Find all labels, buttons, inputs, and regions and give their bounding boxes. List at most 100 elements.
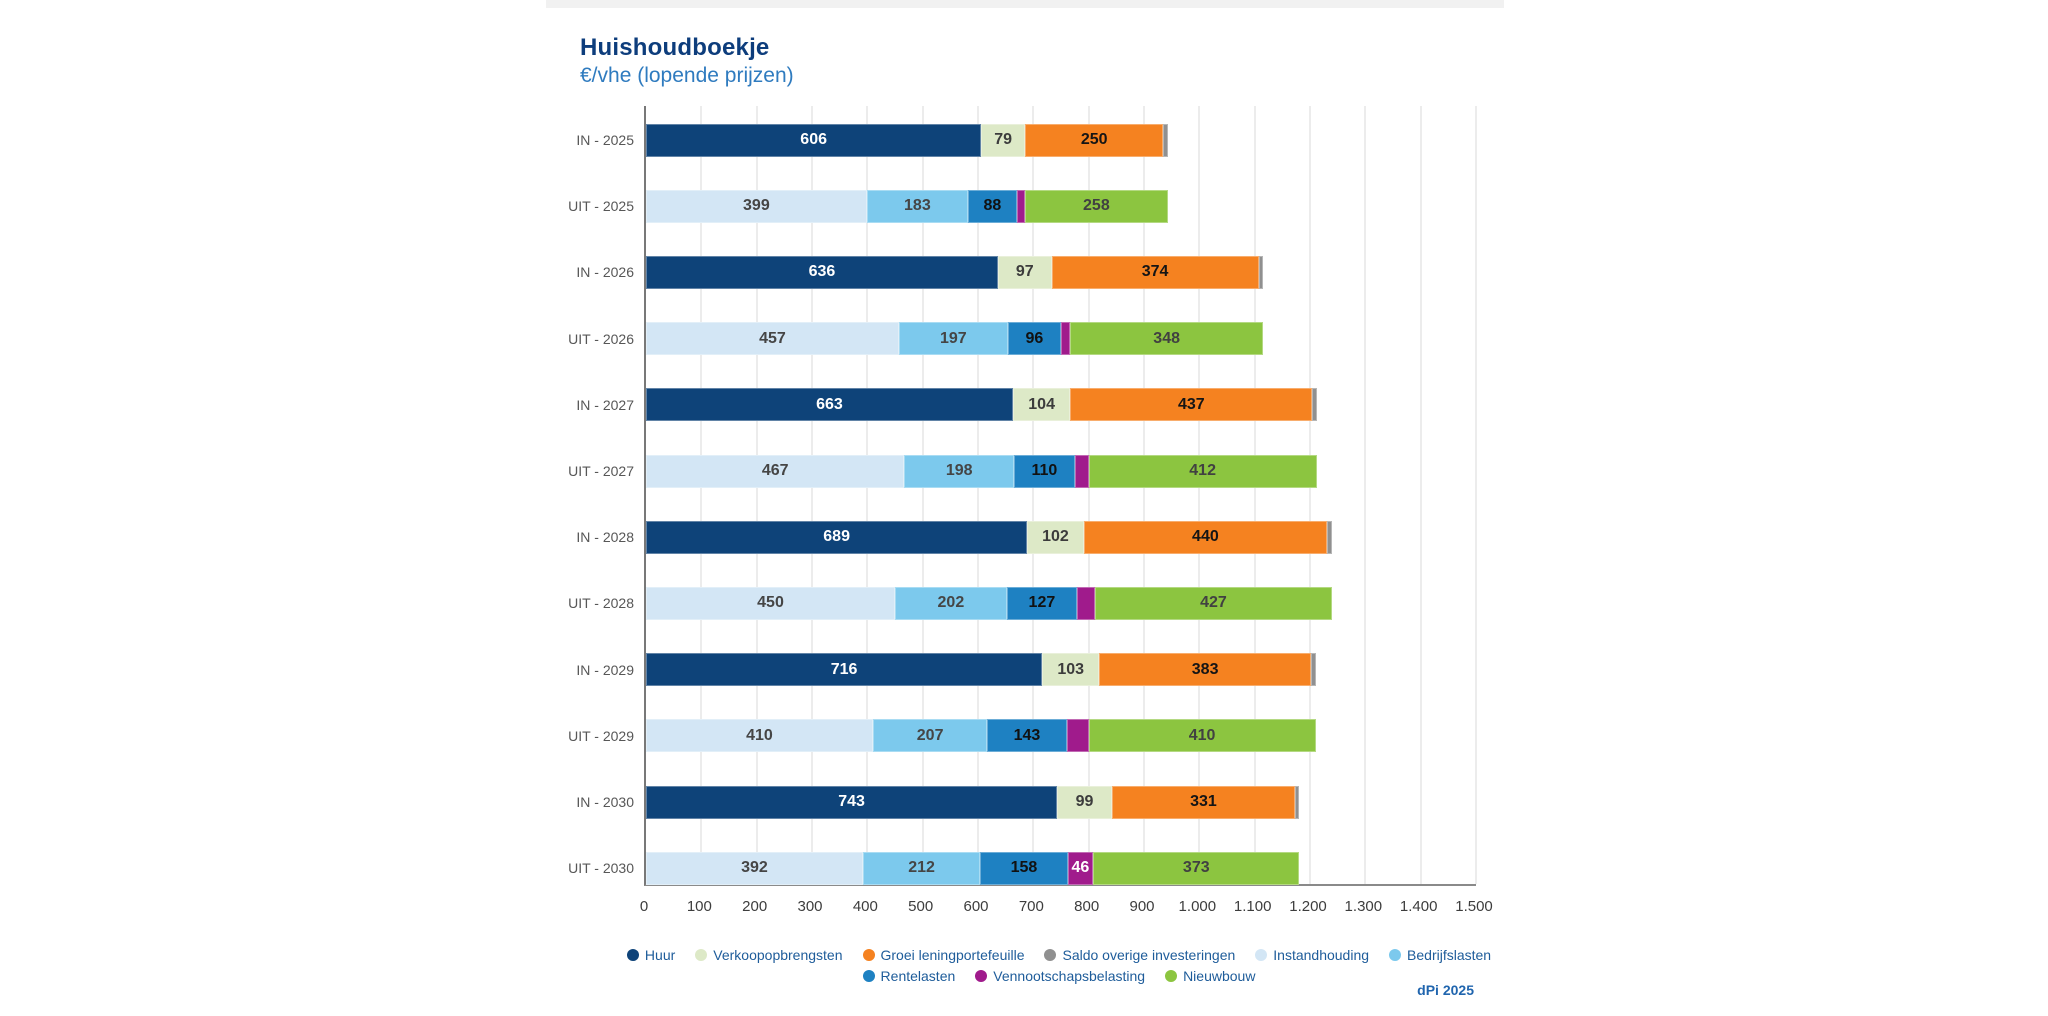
segment-instandhouding: 399 <box>646 189 867 223</box>
stacked-bar: 399 183 88 258 <box>646 189 1476 223</box>
segment-value: 399 <box>743 197 770 215</box>
legend-swatch-icon <box>695 949 708 961</box>
legend-swatch-icon <box>862 949 875 961</box>
legend-label: Bedrijfslasten <box>1407 947 1492 963</box>
x-tick-label: 700 <box>1018 898 1044 915</box>
segment-value: 104 <box>1028 395 1055 413</box>
segment-groei-leningportefeuille: 440 <box>1083 520 1328 554</box>
segment-value: 158 <box>1010 859 1038 877</box>
legend-swatch-icon <box>975 970 988 982</box>
segment-value: 636 <box>808 263 836 281</box>
segment-rentelasten: 110 <box>1013 454 1075 488</box>
segment-value: 467 <box>761 462 789 479</box>
segment-value: 79 <box>994 131 1013 148</box>
x-tick-label: 400 <box>852 898 878 915</box>
segment-saldo-overige-investeringen <box>1311 653 1316 687</box>
category-label: UIT - 2026 <box>568 330 634 347</box>
x-tick-label: 1.000 <box>1178 898 1217 915</box>
bar-row-in-2027: IN - 2027 663 104 437 <box>576 388 1476 422</box>
legend-swatch-icon <box>1389 949 1402 961</box>
legend-swatch-icon <box>1165 970 1178 982</box>
footer-brand: dPi 2025 <box>1417 982 1474 998</box>
segment-value: 457 <box>759 329 786 347</box>
chart-header: Huishoudboekje €/vhe (lopende prijzen) <box>580 34 794 88</box>
segment-vennootschapsbelasting <box>1077 586 1096 620</box>
segment-verkoopopbrengsten: 97 <box>997 255 1052 289</box>
bar-row-in-2028: IN - 2028 689 102 440 <box>576 520 1476 554</box>
segment-value: 250 <box>1080 131 1108 148</box>
page-subtitle: €/vhe (lopende prijzen) <box>580 64 794 87</box>
gridline <box>977 106 979 884</box>
gridline <box>1475 106 1477 884</box>
segment-vennootschapsbelasting: 46 <box>1067 851 1094 885</box>
x-tick-label: 900 <box>1129 898 1155 915</box>
top-divider-strip <box>546 0 1504 8</box>
legend-item-saldo-overige-investeringen: Saldo overige investeringen <box>1044 947 1235 963</box>
legend-label: Groei leningportefeuille <box>880 947 1025 963</box>
segment-value: 96 <box>1025 329 1044 347</box>
segment-verkoopopbrengsten: 104 <box>1012 388 1071 422</box>
category-label: IN - 2030 <box>576 794 634 810</box>
gridline <box>1198 106 1201 884</box>
segment-bedrijfslasten: 183 <box>866 189 969 223</box>
segment-verkoopopbrengsten: 102 <box>1027 520 1084 554</box>
segment-value: 202 <box>937 594 965 612</box>
segment-value: 348 <box>1153 329 1180 347</box>
segment-value: 207 <box>916 726 944 744</box>
segment-value: 88 <box>983 197 1002 215</box>
segment-groei-leningportefeuille: 331 <box>1111 785 1296 819</box>
legend-row-2: Rentelasten Vennootschapsbelasting Nieuwbo… <box>600 968 1518 984</box>
stacked-bar: 743 99 331 <box>646 785 1476 819</box>
gridline <box>1309 106 1311 884</box>
x-tick-label: 1.400 <box>1399 898 1438 915</box>
gridline <box>1364 106 1367 884</box>
x-tick-label: 1.300 <box>1344 898 1383 915</box>
x-tick-label: 600 <box>963 898 989 915</box>
x-tick-label: 200 <box>742 898 768 915</box>
segment-instandhouding: 467 <box>646 454 905 488</box>
legend-label: Instandhouding <box>1273 947 1370 963</box>
segment-value: 450 <box>757 594 784 612</box>
gridline <box>1143 106 1145 884</box>
stacked-bar: 457 197 96 348 <box>646 322 1476 356</box>
segment-saldo-overige-investeringen <box>1312 388 1317 422</box>
gridline <box>866 106 869 884</box>
x-tick-label: 0 <box>639 898 649 915</box>
segment-value: 427 <box>1200 594 1227 612</box>
bar-row-in-2030: IN - 2030 743 99 331 <box>576 785 1476 819</box>
segment-value: 183 <box>904 197 931 215</box>
bar-row-uit-2030: UIT - 2030 392 212 158 46 373 <box>568 851 1476 885</box>
segment-value: 46 <box>1071 859 1090 877</box>
gridline <box>811 106 813 884</box>
legend-label: Nieuwbouw <box>1183 968 1256 984</box>
segment-rentelasten: 88 <box>968 189 1017 223</box>
segment-groei-leningportefeuille: 437 <box>1070 388 1313 422</box>
category-label: IN - 2025 <box>576 132 634 148</box>
segment-value: 110 <box>1031 462 1058 479</box>
legend-item-groei-leningportefeuille: Groei leningportefeuille <box>862 947 1025 963</box>
segment-rentelasten: 143 <box>987 719 1067 753</box>
bar-row-uit-2028: UIT - 2028 450 202 127 427 <box>568 586 1476 620</box>
legend-item-huur: Huur <box>626 947 675 963</box>
legend-swatch-icon <box>862 970 875 982</box>
gridline <box>1087 106 1090 884</box>
category-label: UIT - 2027 <box>568 463 634 479</box>
stacked-bar: 689 102 440 <box>646 520 1476 554</box>
legend-item-instandhouding: Instandhouding <box>1255 947 1369 963</box>
gridline <box>700 106 703 884</box>
segment-instandhouding: 457 <box>646 322 899 356</box>
segment-value: 198 <box>945 462 973 479</box>
segment-nieuwbouw: 412 <box>1088 454 1317 488</box>
gridline <box>755 106 758 884</box>
legend-item-rentelasten: Rentelasten <box>862 968 955 984</box>
segment-huur: 636 <box>646 255 998 289</box>
segment-value: 663 <box>816 395 843 413</box>
gridline <box>1032 106 1035 884</box>
segment-value: 716 <box>830 660 858 678</box>
legend-label: Vennootschapsbelasting <box>993 968 1146 984</box>
legend-item-vennootschapsbelasting: Vennootschapsbelasting <box>975 968 1145 984</box>
segment-groei-leningportefeuille: 374 <box>1051 255 1259 289</box>
x-tick-label: 1.100 <box>1233 898 1272 915</box>
segment-huur: 743 <box>646 785 1058 819</box>
gridline <box>1419 106 1422 884</box>
